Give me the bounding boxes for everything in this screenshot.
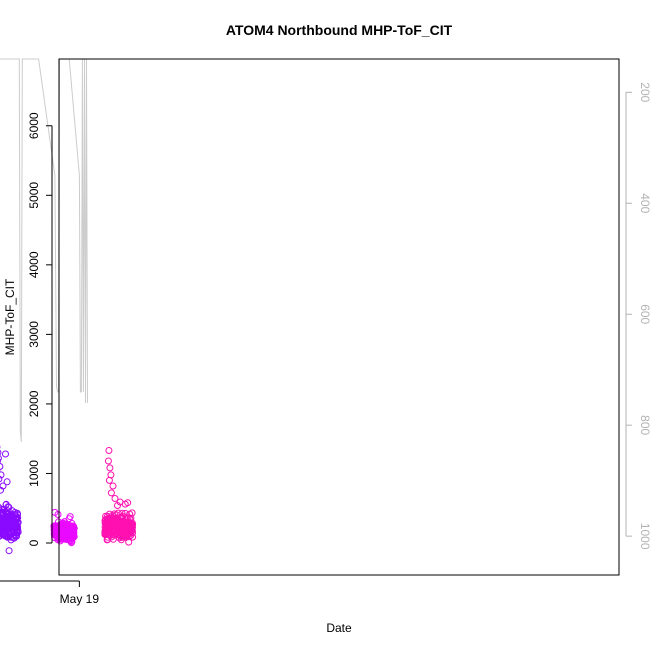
data-point	[111, 495, 119, 502]
data-point	[105, 447, 113, 454]
plot-frame	[58, 58, 620, 576]
data-point	[62, 528, 70, 536]
data-point	[0, 463, 4, 470]
data-point	[105, 476, 113, 484]
x-axis-label: Date	[326, 621, 352, 635]
data-point	[68, 523, 76, 530]
series-points	[50, 508, 78, 547]
right-axis: 200 400 600 800 1000	[625, 82, 650, 550]
data-point	[0, 475, 3, 483]
data-point	[122, 514, 130, 522]
right-tick-label: 200	[638, 82, 650, 102]
y-tick-label: 6000	[27, 112, 41, 139]
data-point	[13, 532, 20, 540]
data-point	[0, 455, 2, 462]
right-tick-label: 600	[638, 304, 650, 324]
chart-title: ATOM4 Northbound MHP-ToF_CIT	[226, 22, 453, 38]
data-point	[0, 486, 4, 494]
data-point	[129, 521, 137, 529]
data-point	[104, 457, 112, 465]
data-point	[10, 528, 18, 536]
data-point	[0, 504, 2, 511]
data-point	[123, 528, 131, 536]
data-point	[0, 514, 2, 520]
series-points	[0, 445, 22, 555]
data-point	[2, 450, 9, 458]
data-point	[105, 516, 113, 524]
data-point	[54, 511, 62, 518]
data-point	[3, 478, 11, 486]
y-tick-label: 0	[27, 539, 41, 546]
data-point	[106, 464, 114, 472]
data-point	[69, 526, 77, 534]
data-point	[54, 528, 62, 536]
y-tick-label: 1000	[27, 460, 41, 487]
overlay-line	[0, 58, 88, 442]
data-point	[67, 533, 75, 541]
y-tick-label: 4000	[27, 251, 41, 278]
series-points	[101, 447, 137, 546]
data-point	[2, 508, 10, 516]
data-point	[107, 529, 115, 536]
data-point	[65, 515, 73, 523]
data-point	[122, 533, 130, 541]
data-point	[121, 500, 129, 508]
data-point	[0, 533, 3, 540]
y-tick-label: 5000	[27, 182, 41, 209]
data-point	[114, 502, 121, 509]
y-tick-label: 3000	[27, 321, 41, 348]
data-point	[115, 517, 122, 525]
data-point	[111, 531, 118, 539]
right-tick-label: 800	[638, 415, 650, 435]
data-point	[61, 525, 69, 533]
bottom-axis: May 11May 13May 15May 17May 19	[0, 580, 100, 606]
right-tick-label: 1000	[638, 523, 650, 550]
data-point	[0, 513, 3, 521]
data-point	[0, 524, 3, 532]
data-point	[128, 509, 136, 517]
data-point	[116, 526, 124, 534]
data-point	[105, 522, 113, 530]
data-point	[50, 522, 58, 530]
data-point	[4, 533, 12, 541]
data-point	[5, 547, 13, 555]
data-point	[59, 521, 67, 528]
data-point	[107, 489, 115, 497]
data-point	[0, 516, 3, 524]
data-point	[0, 525, 3, 533]
data-point	[3, 521, 11, 529]
data-point	[111, 519, 119, 527]
right-tick-label: 400	[638, 193, 650, 213]
data-point	[0, 471, 5, 479]
data-point	[127, 514, 135, 522]
data-point	[109, 482, 117, 490]
overlay-line-group	[0, 58, 88, 442]
data-point	[123, 525, 131, 533]
y-tick-label: 2000	[27, 390, 41, 417]
y-axis-label: MHP-ToF_CIT	[3, 278, 17, 355]
data-point	[6, 513, 14, 521]
data-point	[0, 504, 3, 512]
data-point	[54, 532, 62, 540]
data-point	[0, 449, 2, 456]
left-axis: 0 1000 2000 3000 4000 5000 6000	[27, 112, 53, 546]
data-point	[10, 513, 18, 521]
x-tick-label: May 19	[60, 592, 100, 606]
